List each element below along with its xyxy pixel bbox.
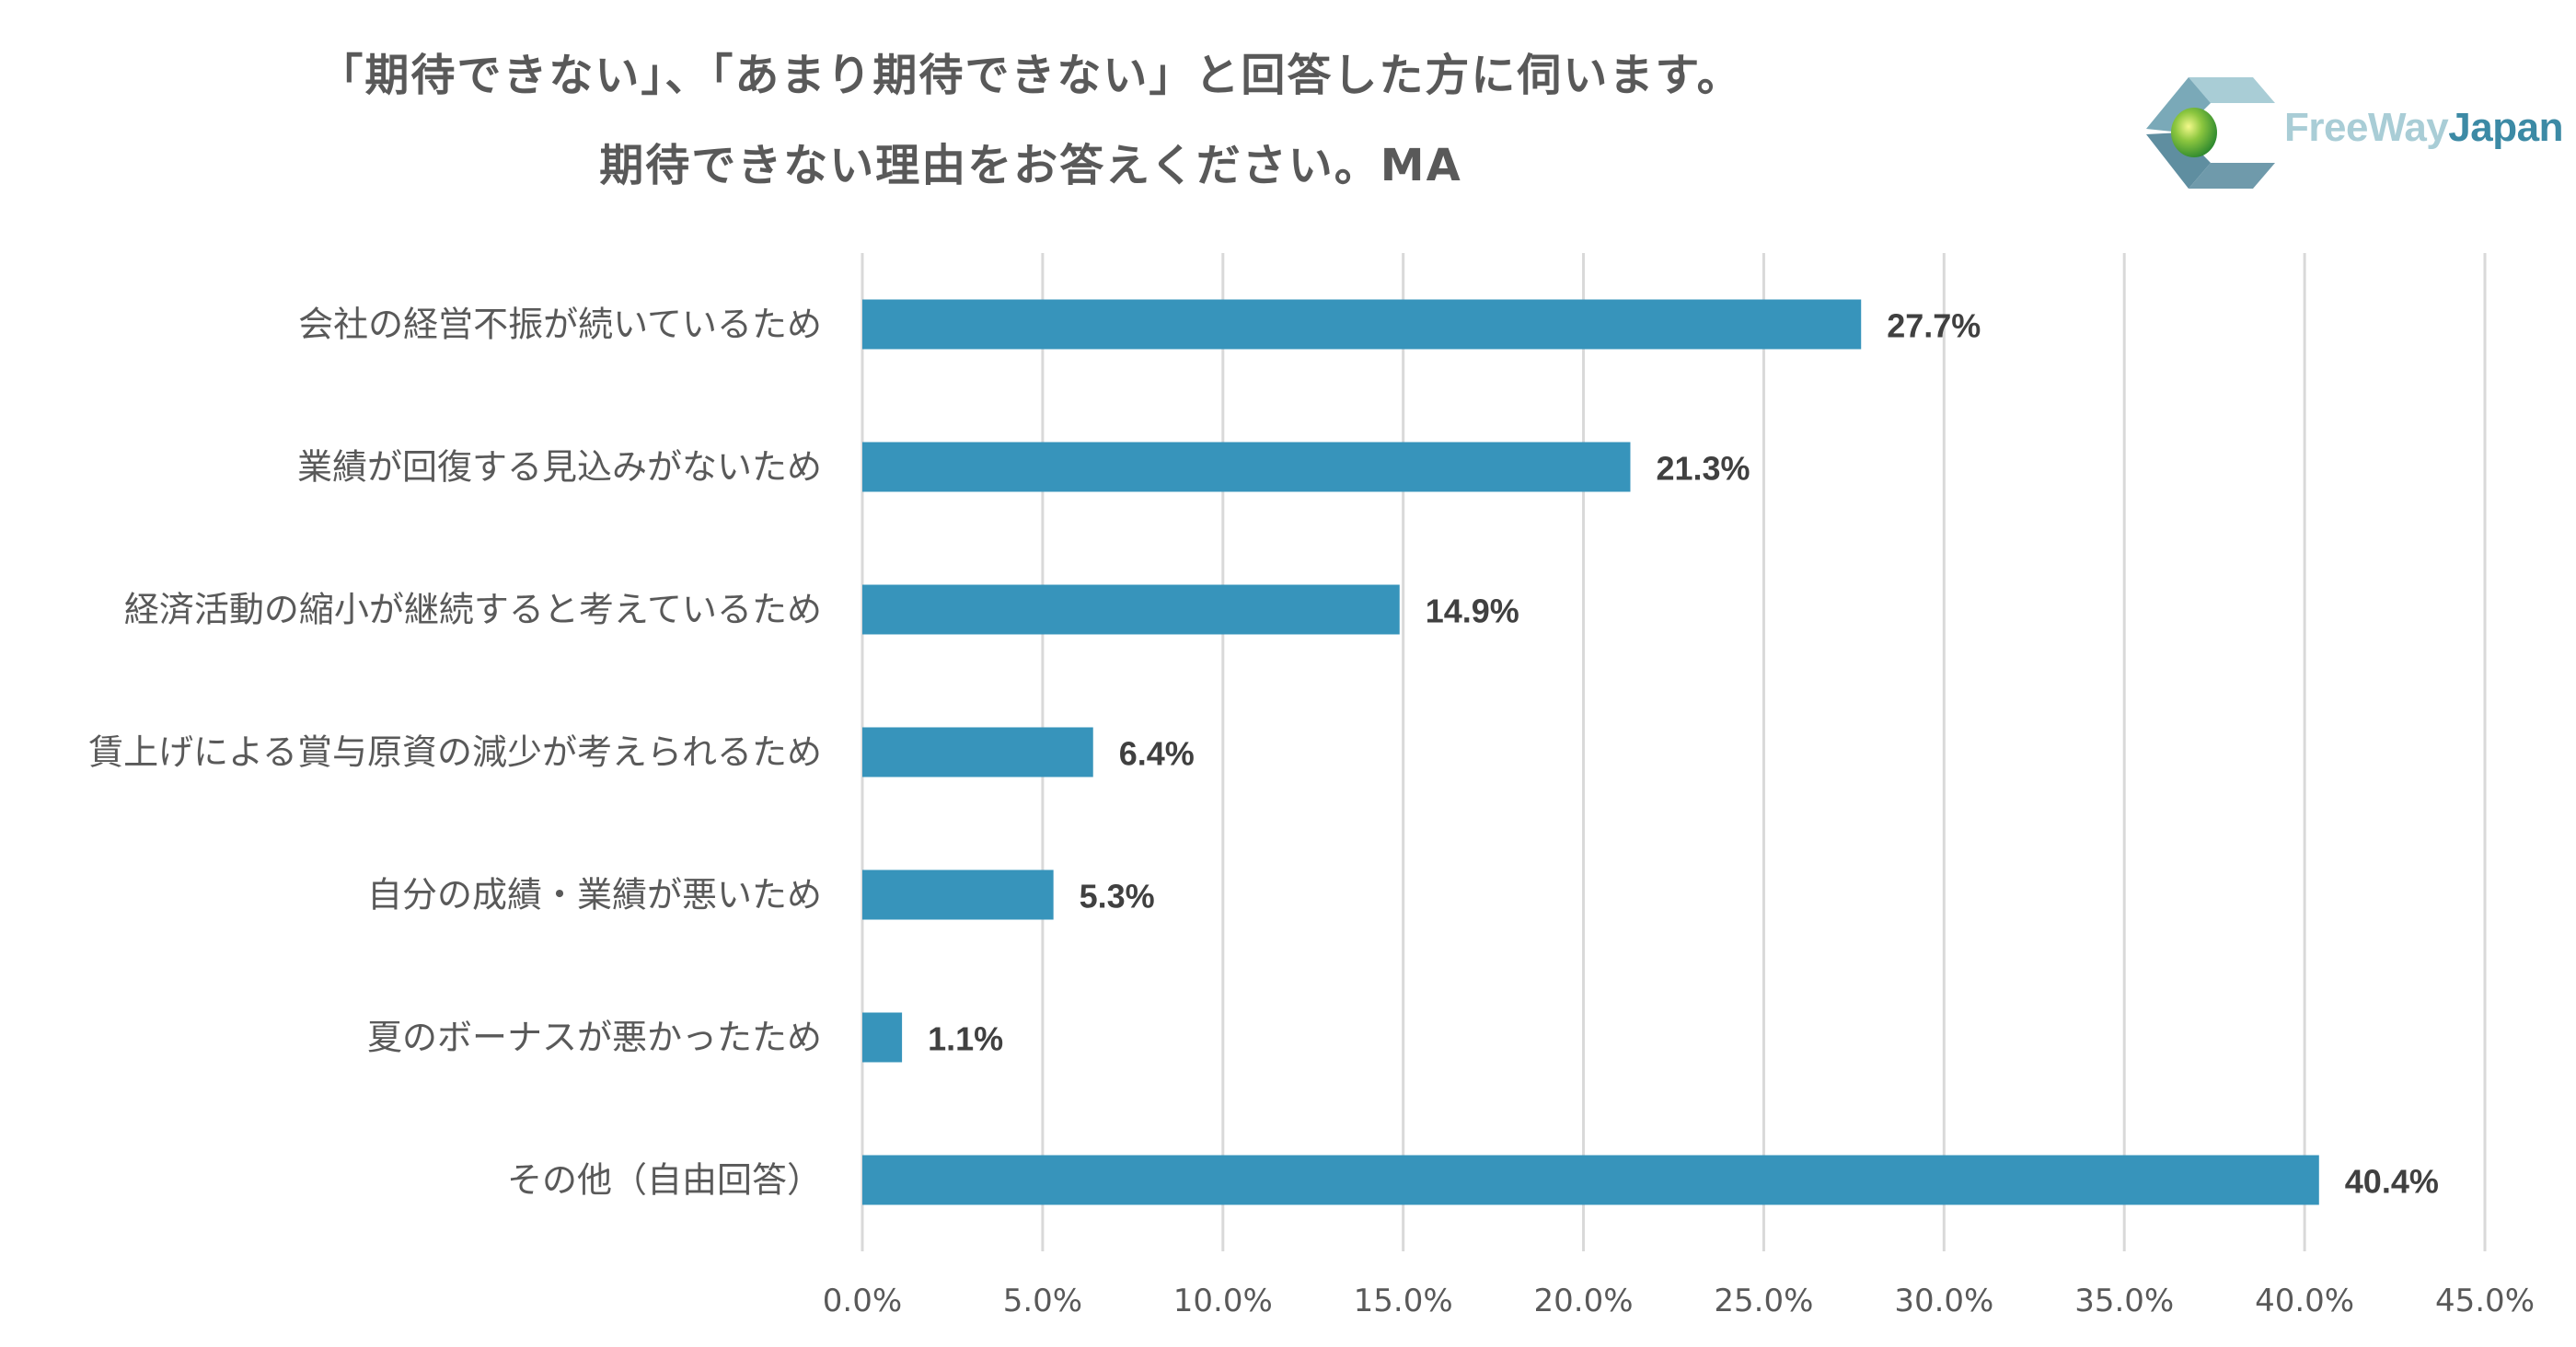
category-label: 賃上げによる賞与原資の減少が考えられるため — [88, 732, 822, 773]
x-tick-label: 40.0% — [2255, 1283, 2354, 1319]
bar — [862, 584, 1400, 635]
chart-title-line-2: 期待できない理由をお答えください。MA — [599, 140, 1462, 191]
grid-lines — [861, 253, 2487, 1251]
x-tick-label: 35.0% — [2074, 1283, 2174, 1319]
bar — [862, 442, 1631, 492]
freewayjapan-logo: FreeWayJapan — [2144, 75, 2563, 190]
chart-title-line-1: 「期待できない」、「あまり期待できない」と回答した方に伺います。 — [318, 50, 1743, 101]
logo-text-freeway: FreeWay — [2284, 105, 2449, 150]
data-label: 5.3% — [1080, 878, 1155, 915]
x-axis-tick-labels: 0.0% 5.0% 10.0% 15.0% 20.0% 25.0% 30.0% 35.0% 40… — [823, 1283, 2535, 1319]
data-label: 1.1% — [928, 1020, 1003, 1058]
bar — [862, 869, 1054, 920]
x-tick-label: 20.0% — [1534, 1283, 1634, 1319]
logo-wordmark: FreeWayJapan — [2284, 105, 2563, 151]
x-tick-label: 45.0% — [2435, 1283, 2535, 1319]
data-label: 14.9% — [1426, 593, 1519, 630]
x-tick-label: 10.0% — [1173, 1283, 1273, 1319]
bar — [862, 1155, 2319, 1205]
data-label: 27.7% — [1887, 307, 1981, 345]
category-label: その他（自由回答） — [507, 1160, 822, 1201]
x-tick-label: 0.0% — [823, 1283, 902, 1319]
bars — [862, 299, 2319, 1205]
logo-text-japan: Japan — [2448, 105, 2563, 150]
data-label: 6.4% — [1119, 735, 1195, 773]
x-tick-label: 5.0% — [1003, 1283, 1082, 1319]
category-label: 業績が回復する見込みがないため — [297, 447, 822, 488]
category-label: 自分の成績・業績が悪いため — [367, 875, 822, 915]
category-label: 会社の経営不振が続いているため — [298, 305, 822, 345]
data-label: 21.3% — [1656, 450, 1750, 488]
data-label: 40.4% — [2345, 1163, 2439, 1201]
value-labels: 27.7% 21.3% 14.9% 6.4% 5.3% 1.1% 40.4% — [928, 307, 2439, 1201]
category-labels: 会社の経営不振が続いているため業績が回復する見込みがないため経済活動の縮小が継続… — [88, 305, 822, 1201]
x-tick-label: 15.0% — [1354, 1283, 1453, 1319]
x-tick-label: 30.0% — [1894, 1283, 1993, 1319]
bar — [862, 299, 1862, 350]
x-tick-label: 25.0% — [1714, 1283, 1813, 1319]
freewayjapan-logo-icon — [2146, 77, 2275, 189]
category-label: 夏のボーナスが悪かったため — [367, 1018, 822, 1058]
category-label: 経済活動の縮小が継続すると考えているため — [124, 590, 822, 630]
bar — [862, 727, 1093, 777]
bar — [862, 1012, 903, 1063]
